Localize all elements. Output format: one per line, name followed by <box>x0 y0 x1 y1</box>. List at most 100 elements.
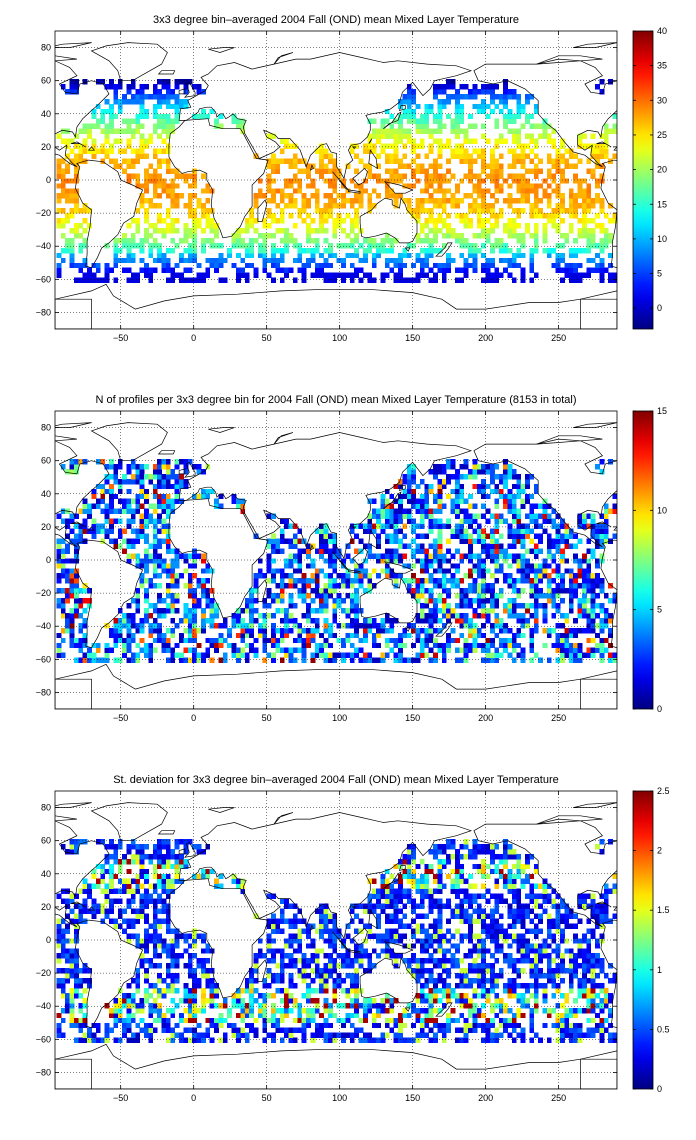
data-cell <box>122 918 127 924</box>
data-cell <box>231 493 237 500</box>
data-cell <box>490 608 495 614</box>
data-cell <box>236 228 241 234</box>
data-cell <box>446 637 451 644</box>
data-cell <box>433 518 438 524</box>
data-cell <box>468 208 473 214</box>
data-cell <box>481 528 486 534</box>
data-cell <box>74 79 79 85</box>
data-cell <box>463 223 469 229</box>
data-cell <box>174 203 180 209</box>
data-cell <box>157 918 162 924</box>
data-cell <box>419 568 425 574</box>
data-cell <box>157 193 162 199</box>
data-cell <box>174 498 180 505</box>
data-cell <box>441 208 447 214</box>
data-cell <box>135 873 141 880</box>
data-cell <box>573 583 578 589</box>
data-cell <box>389 173 395 179</box>
data-cell <box>170 223 176 229</box>
data-cell <box>433 538 438 544</box>
data-cell <box>424 642 430 649</box>
data-cell <box>455 508 460 515</box>
data-cell <box>117 637 123 644</box>
data-cell <box>533 483 539 490</box>
data-cell <box>135 478 141 485</box>
data-cell <box>209 588 215 594</box>
data-cell <box>144 272 149 279</box>
data-cell <box>152 228 158 234</box>
data-cell <box>450 128 456 135</box>
data-cell <box>74 968 79 974</box>
data-cell <box>157 988 162 994</box>
data-cell <box>424 262 430 269</box>
data-cell <box>582 178 587 184</box>
data-cell <box>424 113 430 120</box>
data-cell <box>463 213 469 219</box>
data-cell <box>56 983 62 989</box>
data-cell <box>419 558 425 564</box>
data-cell <box>196 553 202 559</box>
data-cell <box>389 168 395 174</box>
data-cell <box>266 578 272 584</box>
data-cell <box>560 657 565 664</box>
data-cell <box>498 163 504 169</box>
data-cell <box>174 473 180 480</box>
data-cell <box>139 627 145 634</box>
data-cell <box>205 272 211 279</box>
data-cell <box>555 203 561 209</box>
data-cell <box>354 617 359 624</box>
data-cell <box>485 257 491 264</box>
data-cell <box>266 223 272 229</box>
data-cell <box>100 498 106 505</box>
data-cell <box>157 93 162 100</box>
data-cell <box>516 108 522 115</box>
data-cell <box>165 503 171 510</box>
data-cell <box>498 272 504 279</box>
data-cell <box>126 632 132 639</box>
data-cell <box>476 247 482 254</box>
data-cell <box>533 193 539 199</box>
data-cell <box>152 908 158 914</box>
data-cell <box>113 128 119 135</box>
data-cell <box>349 652 355 659</box>
data-cell <box>122 548 127 554</box>
data-cell <box>341 198 346 204</box>
data-cell <box>262 622 268 629</box>
data-cell <box>56 647 62 654</box>
data-cell <box>104 652 110 659</box>
data-cell <box>560 242 565 249</box>
data-cell <box>503 459 508 465</box>
data-cell <box>354 573 359 579</box>
data-cell <box>529 262 535 269</box>
data-cell <box>187 627 193 634</box>
data-cell <box>455 583 460 589</box>
data-cell <box>345 652 351 659</box>
data-cell <box>459 198 465 204</box>
data-cell <box>384 257 390 264</box>
data-cell <box>104 138 110 144</box>
data-cell <box>284 652 289 659</box>
data-cell <box>69 178 75 184</box>
data-cell <box>525 608 530 614</box>
data-cell <box>349 242 355 249</box>
data-cell <box>590 627 596 634</box>
data-cell <box>415 178 421 184</box>
data-cell <box>564 543 570 549</box>
data-cell <box>476 568 482 574</box>
data-cell <box>60 888 66 895</box>
data-cell <box>214 118 219 125</box>
data-cell <box>542 617 548 624</box>
data-cell <box>516 98 522 105</box>
data-cell <box>358 183 364 189</box>
data-cell <box>100 868 106 875</box>
data-cell <box>74 973 79 979</box>
data-cell <box>179 657 184 664</box>
data-cell <box>271 247 276 254</box>
data-cell <box>139 893 145 899</box>
data-cell <box>117 488 123 495</box>
data-cell <box>511 233 517 239</box>
data-cell <box>371 262 377 269</box>
data-cell <box>525 223 530 229</box>
data-cell <box>69 583 75 589</box>
data-cell <box>503 138 508 144</box>
